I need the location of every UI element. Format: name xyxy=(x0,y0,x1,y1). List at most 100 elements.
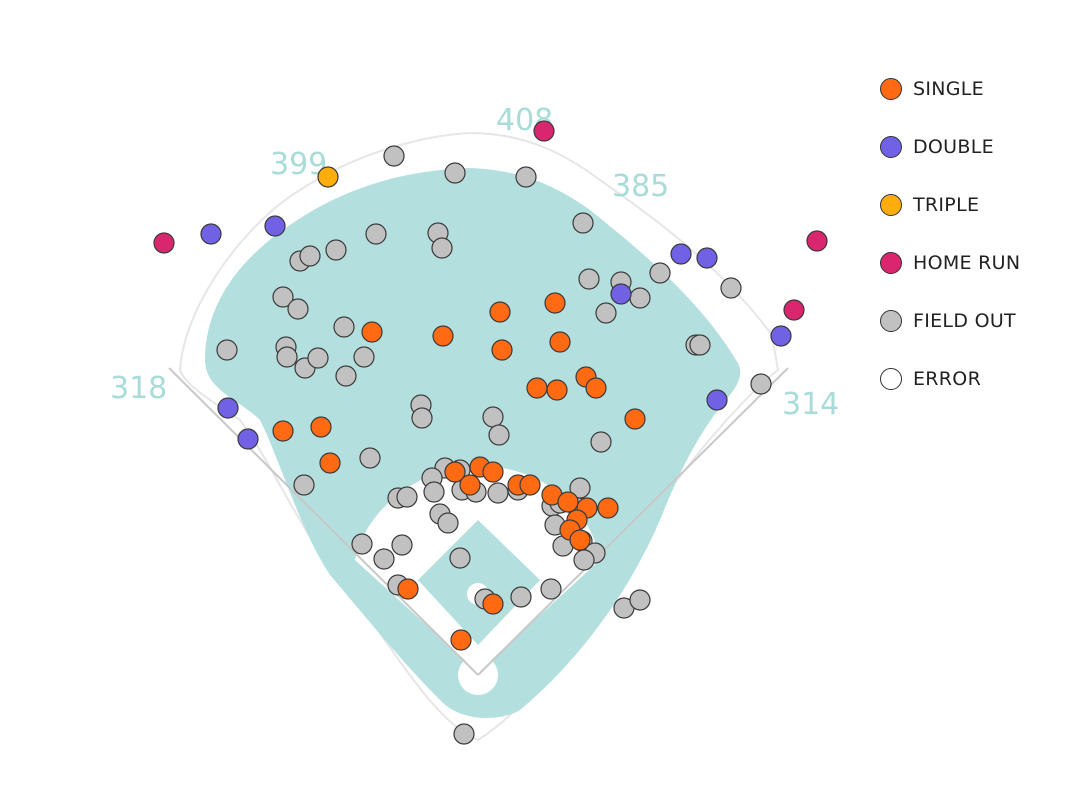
point-single xyxy=(585,377,607,399)
point-field-out xyxy=(287,298,309,320)
point-field-out xyxy=(299,245,321,267)
point-single xyxy=(549,331,571,353)
point-double xyxy=(610,283,632,305)
point-field-out xyxy=(396,486,418,508)
point-field-out xyxy=(449,547,471,569)
right-foul-line xyxy=(477,367,789,676)
point-triple xyxy=(317,166,339,188)
legend-label-home-run: HOME RUN xyxy=(913,252,1021,274)
legend-label-double: DOUBLE xyxy=(913,136,994,158)
point-field-out xyxy=(510,586,532,608)
legend-item-single: SINGLE xyxy=(880,60,1020,118)
point-field-out xyxy=(595,302,617,324)
point-home-run xyxy=(153,232,175,254)
point-single xyxy=(432,325,454,347)
point-field-out xyxy=(629,287,651,309)
fence-distance-right-center: 385 xyxy=(612,169,669,204)
point-single xyxy=(319,452,341,474)
fence-distance-left: 318 xyxy=(110,371,167,406)
point-field-out xyxy=(629,589,651,611)
fence-distance-right: 314 xyxy=(782,387,839,422)
point-single xyxy=(272,420,294,442)
point-double xyxy=(217,397,239,419)
point-single xyxy=(397,578,419,600)
point-field-out xyxy=(573,549,595,571)
point-home-run xyxy=(806,230,828,252)
point-single xyxy=(482,461,504,483)
legend-swatch-triple xyxy=(880,194,902,216)
point-single xyxy=(569,529,591,551)
legend-label-triple: TRIPLE xyxy=(913,194,980,216)
point-field-out xyxy=(720,277,742,299)
point-field-out xyxy=(365,223,387,245)
point-single xyxy=(519,474,541,496)
point-single xyxy=(361,321,383,343)
point-single xyxy=(546,379,568,401)
point-double xyxy=(670,243,692,265)
point-field-out xyxy=(515,166,537,188)
legend-item-triple: TRIPLE xyxy=(880,176,1020,234)
point-double xyxy=(200,223,222,245)
point-field-out xyxy=(411,407,433,429)
point-field-out xyxy=(333,316,355,338)
legend-label-field-out: FIELD OUT xyxy=(913,310,1016,332)
point-field-out xyxy=(649,262,671,284)
point-single xyxy=(450,629,472,651)
legend-item-home-run: HOME RUN xyxy=(880,234,1020,292)
legend-item-error: ERROR xyxy=(880,350,1020,408)
point-field-out xyxy=(359,447,381,469)
point-single xyxy=(444,461,466,483)
point-double xyxy=(696,247,718,269)
point-field-out xyxy=(307,347,329,369)
point-field-out xyxy=(373,548,395,570)
point-field-out xyxy=(353,346,375,368)
point-double xyxy=(770,325,792,347)
point-field-out xyxy=(488,424,510,446)
point-field-out xyxy=(335,365,357,387)
point-field-out xyxy=(216,339,238,361)
legend-swatch-error xyxy=(880,368,902,390)
legend-swatch-double xyxy=(880,136,902,158)
point-field-out xyxy=(487,482,509,504)
batted-ball-points xyxy=(153,120,828,745)
point-field-out xyxy=(482,406,504,428)
infield-grass xyxy=(418,520,540,645)
legend-label-single: SINGLE xyxy=(913,78,984,100)
point-field-out xyxy=(272,286,294,308)
point-field-out xyxy=(572,212,594,234)
point-single xyxy=(310,416,332,438)
left-foul-line xyxy=(168,367,479,676)
point-field-out xyxy=(689,334,711,356)
point-single xyxy=(544,292,566,314)
point-single xyxy=(597,497,619,519)
legend-item-field-out: FIELD OUT xyxy=(880,292,1020,350)
point-field-out xyxy=(325,239,347,261)
point-field-out xyxy=(391,534,413,556)
point-home-run xyxy=(783,299,805,321)
point-single xyxy=(482,593,504,615)
legend-item-double: DOUBLE xyxy=(880,118,1020,176)
point-double xyxy=(237,428,259,450)
legend-label-error: ERROR xyxy=(913,368,982,390)
point-single xyxy=(459,474,481,496)
point-field-out xyxy=(431,237,453,259)
point-field-out xyxy=(351,533,373,555)
point-home-run xyxy=(533,120,555,142)
legend: SINGLE DOUBLE TRIPLE HOME RUN FIELD OUT … xyxy=(880,60,1020,408)
point-single xyxy=(491,339,513,361)
point-double xyxy=(264,215,286,237)
point-double xyxy=(706,389,728,411)
point-field-out xyxy=(453,723,475,745)
legend-swatch-field-out xyxy=(880,310,902,332)
point-single xyxy=(557,491,579,513)
point-field-out xyxy=(590,431,612,453)
point-field-out xyxy=(750,373,772,395)
point-field-out xyxy=(540,578,562,600)
point-field-out xyxy=(578,268,600,290)
point-field-out xyxy=(444,162,466,184)
point-field-out xyxy=(423,481,445,503)
point-field-out xyxy=(383,145,405,167)
point-single xyxy=(526,377,548,399)
point-field-out xyxy=(276,346,298,368)
